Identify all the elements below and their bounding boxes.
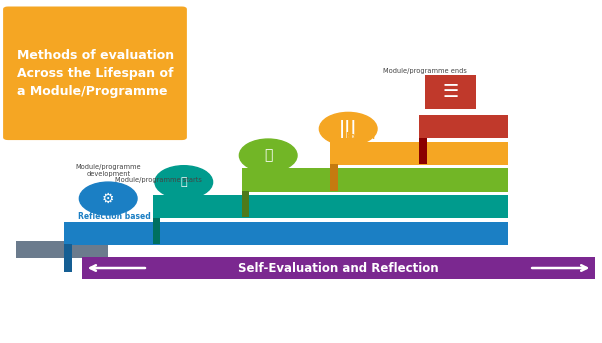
FancyBboxPatch shape <box>153 217 161 244</box>
FancyBboxPatch shape <box>330 142 508 165</box>
Text: Informal
Student
Feedback: Informal Student Feedback <box>167 186 208 216</box>
Text: 💬: 💬 <box>264 149 272 163</box>
Text: Reflection based
on previous
experience: Reflection based on previous experience <box>78 212 151 243</box>
FancyBboxPatch shape <box>82 257 595 279</box>
FancyBboxPatch shape <box>420 138 427 164</box>
Text: Self-Evaluation and Reflection: Self-Evaluation and Reflection <box>238 261 439 274</box>
FancyBboxPatch shape <box>3 7 187 140</box>
FancyBboxPatch shape <box>330 164 338 191</box>
Text: ⚙: ⚙ <box>102 191 114 205</box>
FancyBboxPatch shape <box>241 168 508 192</box>
Text: ☰: ☰ <box>442 83 459 101</box>
FancyBboxPatch shape <box>64 222 508 245</box>
Circle shape <box>240 139 297 172</box>
Text: ⬛: ⬛ <box>181 177 187 187</box>
Text: Assessment: Assessment <box>433 122 485 131</box>
FancyBboxPatch shape <box>241 191 249 217</box>
Text: Module/programme ends: Module/programme ends <box>383 68 467 74</box>
Text: Module/programme starts: Module/programme starts <box>115 177 202 183</box>
FancyBboxPatch shape <box>153 195 508 218</box>
Text: Methods of evaluation
Across the Lifespan of
a Module/Programme: Methods of evaluation Across the Lifespa… <box>17 49 174 98</box>
Circle shape <box>320 113 377 145</box>
Text: |||: ||| <box>339 120 358 138</box>
Circle shape <box>155 166 213 199</box>
FancyBboxPatch shape <box>425 75 476 109</box>
FancyBboxPatch shape <box>64 244 72 272</box>
Circle shape <box>79 182 137 215</box>
Text: Peer Feedback: Peer Feedback <box>256 175 320 184</box>
FancyBboxPatch shape <box>16 241 108 258</box>
Text: Module/programme
development: Module/programme development <box>75 164 141 177</box>
Text: Formal
Student
Feedback: Formal Student Feedback <box>345 132 386 163</box>
FancyBboxPatch shape <box>420 115 508 138</box>
